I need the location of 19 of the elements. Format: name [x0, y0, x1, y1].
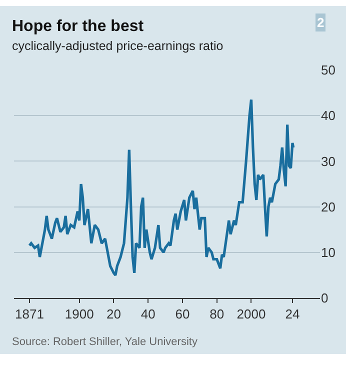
- x-tick-label: 24: [285, 306, 300, 322]
- x-tick-label: 40: [140, 306, 156, 322]
- x-tick-label: 2000: [236, 306, 266, 322]
- y-tick-label: 40: [321, 108, 336, 124]
- chart-title: Hope for the best: [12, 18, 144, 35]
- y-tick-label: 30: [321, 154, 336, 169]
- x-tick-label: 20: [106, 306, 121, 322]
- x-tick-label: 1871: [15, 306, 44, 322]
- chart-subtitle: cyclically-adjusted price-earnings ratio: [12, 39, 224, 53]
- y-tick-label: 10: [321, 244, 336, 260]
- source-note: Source: Robert Shiller, Yale University: [12, 336, 198, 348]
- line-series: [28, 98, 295, 276]
- x-tick-label: 1900: [64, 306, 94, 322]
- y-tick-label: 20: [321, 199, 336, 214]
- x-tick-label: 60: [175, 306, 190, 322]
- text: 2: [317, 15, 324, 30]
- y-tick-label: 0: [321, 290, 328, 306]
- y-tick-label: 50: [321, 62, 336, 78]
- x-tick-label: 80: [210, 306, 224, 322]
